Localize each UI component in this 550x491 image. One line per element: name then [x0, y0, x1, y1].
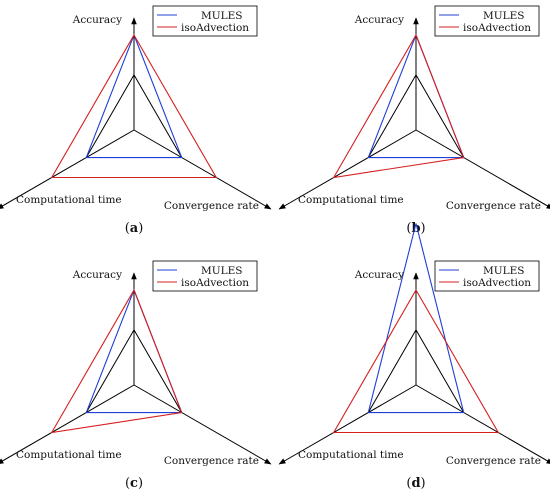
legend-box	[434, 5, 540, 37]
axis-label-computational-time: Computational time	[16, 449, 122, 461]
axis-line-1	[133, 129, 272, 210]
panel-label-letter: d	[411, 476, 420, 491]
panel-label-letter: c	[130, 476, 138, 491]
legend-box	[434, 260, 540, 292]
axis-label-accuracy: Accuracy	[354, 14, 404, 26]
radar-panel-b: Accuracy Convergence rate Computational ti…	[278, 5, 550, 236]
axis-label-accuracy: Accuracy	[72, 14, 122, 26]
panel-label: (c)	[125, 476, 143, 491]
legend-box	[152, 5, 258, 37]
axis-label-computational-time: Computational time	[298, 449, 404, 461]
panel-label-close-paren: )	[138, 476, 143, 491]
panel-label-close-paren: )	[421, 476, 426, 491]
axis-line-2	[0, 384, 135, 465]
panel-label-open-paren: (	[406, 221, 411, 236]
panel-label-letter: a	[130, 221, 139, 236]
axis-label-accuracy: Accuracy	[72, 269, 122, 281]
series-polygon-iso	[332, 288, 500, 434]
axis-line-1	[415, 384, 550, 465]
panel-label-open-paren: (	[125, 221, 130, 236]
panel-label: (b)	[406, 221, 425, 236]
legend-label-mules: MULES	[201, 10, 242, 22]
axis-label-convergence-rate: Convergence rate	[446, 200, 541, 212]
panel-label: (d)	[406, 476, 425, 491]
axis-label-convergence-rate: Convergence rate	[164, 455, 259, 467]
legend-label-mules: MULES	[201, 265, 242, 277]
radar-panel-c: Accuracy Convergence rate Computational ti…	[0, 260, 272, 491]
panel-label-letter: b	[411, 221, 420, 236]
radar-panel-d: Accuracy Convergence rate Computational ti…	[278, 223, 550, 491]
axis-line-2	[278, 384, 417, 465]
legend-label-iso: isoAdvection	[463, 277, 531, 289]
axis-label-convergence-rate: Convergence rate	[446, 455, 541, 467]
axis-line-2	[278, 129, 417, 210]
panel-label-open-paren: (	[125, 476, 130, 491]
legend-box	[152, 260, 258, 292]
series-polygon-iso	[50, 33, 218, 179]
axis-label-convergence-rate: Convergence rate	[164, 200, 259, 212]
radar-panel-a: Accuracy Convergence rate Computational ti…	[0, 5, 272, 236]
legend-label-iso: isoAdvection	[181, 277, 249, 289]
axis-line-1	[133, 384, 272, 465]
axis-line-1	[415, 129, 550, 210]
axis-label-computational-time: Computational time	[298, 194, 404, 206]
series-polygon-iso	[332, 33, 465, 179]
legend-label-mules: MULES	[483, 10, 524, 22]
legend-label-iso: isoAdvection	[181, 22, 249, 34]
legend-label-mules: MULES	[483, 265, 524, 277]
series-polygon-mules	[85, 33, 183, 159]
legend-label-iso: isoAdvection	[463, 22, 531, 34]
series-polygon-mules	[367, 223, 465, 414]
panel-label-close-paren: )	[421, 221, 426, 236]
panel-label-open-paren: (	[406, 476, 411, 491]
panel-label: (a)	[125, 221, 144, 236]
series-polygon-iso	[50, 288, 183, 434]
panel-label-close-paren: )	[138, 221, 143, 236]
axis-label-computational-time: Computational time	[16, 194, 122, 206]
axis-label-accuracy: Accuracy	[354, 269, 404, 281]
axis-line-2	[0, 129, 135, 210]
